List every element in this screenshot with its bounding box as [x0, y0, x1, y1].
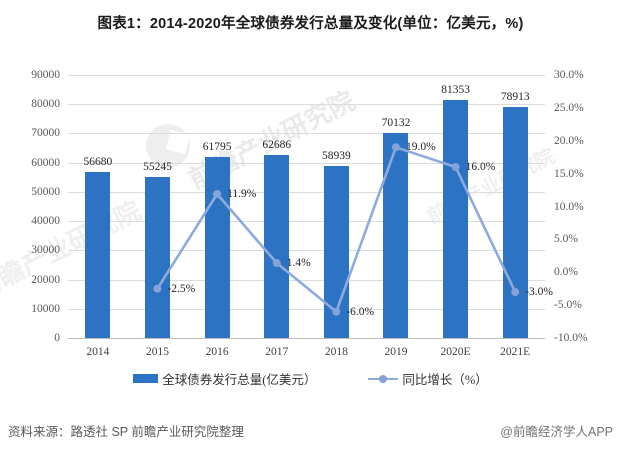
bar-value-label-2018: 58939: [321, 149, 351, 162]
bar-value-label-2020E: 81353: [441, 84, 470, 97]
legend: 全球债券发行总量(亿美元） 同比增长（%）: [0, 369, 621, 388]
line-marker-2019: [391, 143, 400, 152]
gridline: [68, 104, 545, 106]
secondary-y-axis-tick-label: 15.0%: [554, 167, 584, 180]
secondary-y-axis-tick-label: 0.0%: [554, 266, 578, 279]
line-value-label-2019: 19.0%: [405, 141, 436, 154]
y-axis-tick-label: 0: [54, 332, 60, 344]
gridline: [68, 191, 545, 193]
line-value-label-2016: 11.9%: [227, 188, 257, 200]
x-tick-2015: 2015: [145, 346, 169, 358]
bar-2015: [144, 176, 170, 338]
x-tick-2017: 2017: [265, 346, 289, 358]
footer: 资料来源：路透社 SP 前瞻产业研究院整理 @前瞻经济学人APP: [8, 421, 613, 440]
bar-value-label-2021E: 78913: [500, 91, 530, 104]
line-value-label-2017: 1.4%: [286, 257, 311, 270]
y-axis-tick-label: 70000: [31, 127, 60, 140]
growth-line-layer: [153, 143, 520, 316]
source-text: 资料来源：路透社 SP 前瞻产业研究院整理: [8, 425, 244, 439]
gridline: [68, 221, 545, 223]
x-tick-2019: 2019: [384, 346, 408, 358]
x-tick-2020E: 2020E: [440, 346, 471, 358]
bar-2021E: [502, 107, 528, 338]
x-tick-2014: 2014: [86, 346, 110, 358]
line-marker-2020E: [451, 163, 460, 171]
brand-text: @前瞻经济学人APP: [500, 425, 613, 439]
secondary-y-axis-tick-label: -10.0%: [554, 332, 588, 344]
y-axis-tick-label: 80000: [31, 98, 60, 111]
y-axis-tick-label: 10000: [31, 302, 60, 315]
y-axis-tick-label: 20000: [31, 273, 60, 286]
secondary-y-axis-tick-label: 20.0%: [554, 134, 584, 147]
line-marker-2018: [332, 307, 341, 316]
bar-2017: [264, 154, 290, 338]
secondary-y-axis-tick-label: 25.0%: [554, 101, 584, 114]
line-marker-2017: [272, 259, 281, 267]
legend-line-label: 同比增长（%）: [402, 373, 488, 387]
bar-2016: [204, 157, 230, 338]
gridline: [68, 338, 545, 339]
line-value-label-2015: -2.5%: [167, 282, 196, 295]
bar-2020E: [443, 100, 469, 338]
legend-item-bar-series: 全球债券发行总量(亿美元）: [133, 369, 316, 388]
line-marker-2016: [213, 190, 222, 198]
x-tick-2021E: 2021E: [500, 346, 531, 358]
legend-bar-label: 全球债券发行总量(亿美元）: [162, 373, 317, 387]
bar-value-label-2014: 56680: [83, 156, 113, 169]
gridline: [68, 308, 545, 310]
x-tick-2016: 2016: [205, 346, 229, 358]
x-tick-2018: 2018: [324, 346, 348, 358]
secondary-y-axis-tick-label: -5.0%: [554, 299, 582, 312]
bar-value-label-2019: 70132: [381, 117, 411, 130]
bar-series-swatch-icon: [133, 374, 159, 383]
secondary-y-axis-tick-label: 30.0%: [554, 69, 584, 81]
bar-value-label-2017: 62686: [262, 138, 292, 151]
secondary-y-axis-tick-label: 5.0%: [554, 233, 578, 246]
gridline: [68, 162, 545, 164]
gridline: [68, 279, 545, 281]
y-axis-tick-label: 30000: [31, 244, 60, 257]
line-value-label-2020E: 16.0%: [465, 161, 496, 174]
chart-title: 图表1：2014-2020年全球债券发行总量及变化(单位：亿美元，%): [97, 16, 524, 32]
y-axis-tick-label: 60000: [31, 156, 60, 169]
gridline: [68, 75, 545, 76]
growth-line: [156, 146, 517, 313]
y-axis-tick-label: 40000: [31, 215, 60, 228]
gridline: [68, 133, 545, 135]
gridline: [68, 250, 545, 252]
secondary-y-axis-tick-label: 10.0%: [554, 200, 584, 213]
line-value-label-2021E: -3.0%: [525, 285, 553, 298]
line-marker-2021E: [511, 288, 520, 296]
line-value-label-2018: -6.0%: [346, 305, 375, 318]
line-marker-2015: [153, 284, 162, 293]
bar-value-label-2016: 61795: [202, 141, 232, 154]
legend-item-line-series: 同比增长（%）: [368, 369, 488, 388]
bar-2014: [85, 172, 111, 338]
y-axis-tick-label: 90000: [31, 69, 60, 81]
bar-value-label-2015: 55245: [143, 160, 172, 173]
line-series-swatch-icon: [368, 374, 399, 384]
y-axis-tick-label: 50000: [31, 185, 60, 198]
